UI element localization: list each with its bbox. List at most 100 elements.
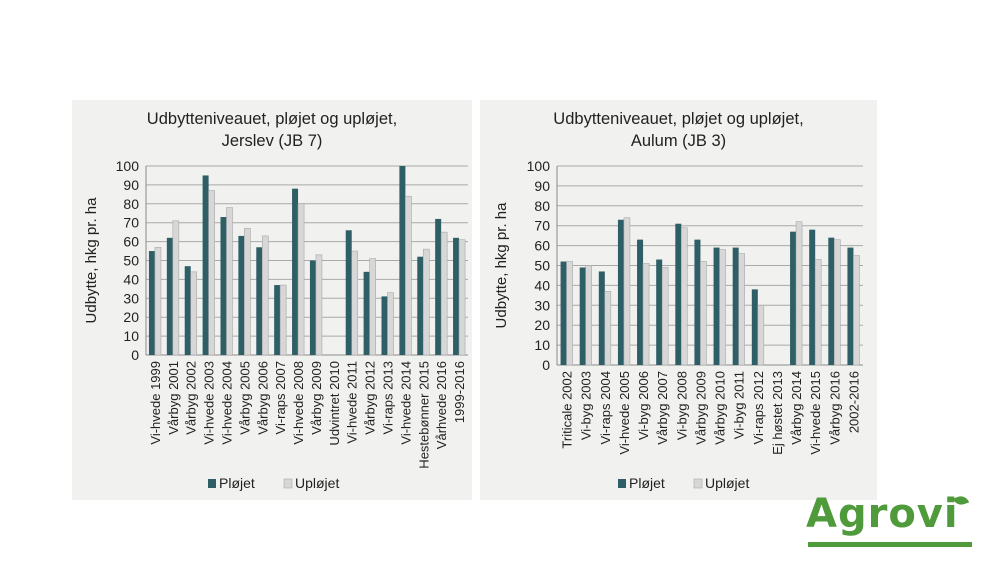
y-tick-label: 80 [123, 196, 139, 212]
x-tick-label: Vårbyg 2016 [827, 371, 842, 445]
bar-ploejet [809, 229, 816, 365]
x-tick-label: Vi-raps 2012 [751, 371, 766, 444]
x-tick-label: Hestebønner 2015 [416, 361, 431, 469]
bar-uploejet [853, 255, 860, 366]
y-tick-label: 30 [123, 290, 139, 306]
x-tick-label: Vårhvede 2016 [434, 361, 449, 449]
bar-uploejet [190, 271, 198, 356]
bar-ploejet [363, 271, 370, 355]
y-tick-label: 90 [534, 178, 550, 194]
bar-uploejet [738, 253, 745, 366]
x-tick-label: Vi-hvede 2005 [617, 371, 632, 455]
x-tick-label: Vi-hvede 2008 [291, 361, 306, 445]
bar-uploejet [261, 235, 269, 356]
bar-ploejet [656, 259, 663, 365]
x-tick-label: Vi-byg 2006 [636, 371, 651, 440]
y-tick-label: 20 [123, 309, 139, 325]
x-tick-label: Vi-hvede 2011 [345, 361, 360, 444]
bar-ploejet [274, 285, 281, 355]
bar-uploejet [719, 249, 726, 366]
x-tick-label: 1999-2016 [452, 361, 467, 423]
bar-uploejet [458, 239, 466, 356]
x-tick-label: 2002-2016 [846, 371, 861, 433]
bar-uploejet [757, 305, 765, 366]
x-tick-label: Vårbyg 2007 [655, 371, 670, 445]
bar-ploejet [751, 289, 758, 365]
chart-jerslev: 0 10 20 30 40 50 60 70 80 90 100 Udbytte, hkg pr. h… [83, 158, 468, 491]
bar-uploejet [585, 265, 592, 366]
bar-uploejet [172, 220, 180, 356]
x-tick-label: Vi-hvede 1999 [148, 361, 163, 445]
y-tick-label: 20 [534, 317, 550, 333]
bar-uploejet [315, 254, 323, 356]
y-tick-label: 60 [534, 238, 550, 254]
chart-title-line2: Aulum (JB 3) [630, 132, 727, 150]
x-tick-label: Vårbyg 2005 [237, 361, 252, 435]
x-tick-label: Vi-raps 2013 [381, 361, 396, 434]
bar-ploejet [309, 260, 316, 355]
bar-ploejet [381, 296, 388, 355]
bar-uploejet [297, 203, 305, 356]
chart-panel-aulum: Udbytteniveauet, pløjet og upløjet, Aulu… [480, 100, 877, 500]
logo-text: Agrovi [806, 491, 959, 537]
bar-ploejet [345, 230, 352, 355]
bar-ploejet [220, 217, 227, 355]
legend-label: Pløjet [219, 475, 255, 491]
y-tick-label: 10 [534, 337, 550, 353]
x-tick-label: Vårbyg 2010 [713, 371, 728, 445]
bar-ploejet [256, 247, 263, 355]
y-tick-label: 100 [116, 158, 140, 174]
bar-ploejet [694, 239, 701, 365]
bar-ploejet [202, 175, 209, 355]
y-axis-label: Udbytte, hkg pr. ha [493, 202, 510, 329]
bar-ploejet [560, 261, 567, 365]
x-tick-label: Vi-raps 2004 [598, 371, 613, 444]
y-tick-label: 10 [123, 328, 139, 344]
chart-aulum: 0 10 20 30 40 50 60 70 80 90 100 Udbytte, hkg pr. h… [493, 158, 863, 491]
chart-title-line1: Udbytteniveauet, pløjet og upløjet, [553, 110, 804, 128]
bar-uploejet [814, 259, 822, 366]
x-tick-label: Vi-hvede 2004 [220, 361, 235, 445]
bar-uploejet [681, 227, 688, 366]
x-tick-label: Udvintret 2010 [327, 361, 342, 446]
x-tick-label: Vi-byg 2003 [579, 371, 594, 440]
y-tick-label: 60 [123, 234, 139, 250]
y-tick-label: 40 [534, 277, 550, 293]
bar-uploejet [642, 263, 650, 366]
legend-swatch [283, 478, 293, 489]
y-tick-label: 30 [534, 297, 550, 313]
bar-uploejet [795, 221, 803, 366]
y-tick-label: 50 [123, 253, 139, 269]
bar-ploejet [238, 235, 245, 355]
bar-uploejet [834, 239, 841, 366]
bar-ploejet [579, 267, 586, 365]
x-tick-label: Vi-raps 2007 [273, 361, 288, 434]
bar-uploejet [244, 228, 251, 356]
bar-ploejet [637, 239, 644, 365]
bar-ploejet [453, 237, 460, 355]
bar-uploejet [566, 261, 573, 366]
bar-ploejet [675, 223, 682, 365]
bar-uploejet [351, 250, 359, 356]
x-tick-label: Triticale 2002 [560, 371, 575, 449]
bar-ploejet [790, 231, 797, 365]
legend-label: Upløjet [705, 475, 749, 491]
bar-uploejet [440, 231, 448, 356]
x-tick-label: Vi-hvede 2014 [398, 361, 413, 445]
y-tick-label: 0 [542, 357, 550, 373]
x-tick-label: Vårbyg 2002 [184, 361, 199, 435]
bar-uploejet [154, 246, 162, 356]
y-tick-label: 0 [131, 347, 139, 363]
chart-title-line1: Udbytteniveauet, pløjet og upløjet, [146, 110, 398, 128]
bar-ploejet [166, 237, 173, 355]
bar-uploejet [700, 261, 707, 366]
bar-ploejet [847, 247, 854, 365]
x-tick-label: Vårbyg 2014 [789, 371, 804, 445]
legend-swatch [208, 479, 216, 488]
chart-panel-jerslev: Udbytteniveauet, pløjet og upløjet, Jers… [72, 100, 472, 500]
y-tick-label: 100 [527, 158, 551, 174]
legend-swatch [693, 478, 703, 489]
x-tick-label: Vårbyg 2009 [693, 371, 708, 445]
x-tick-label: Vi-byg 2008 [674, 371, 689, 440]
bar-uploejet [405, 195, 412, 356]
